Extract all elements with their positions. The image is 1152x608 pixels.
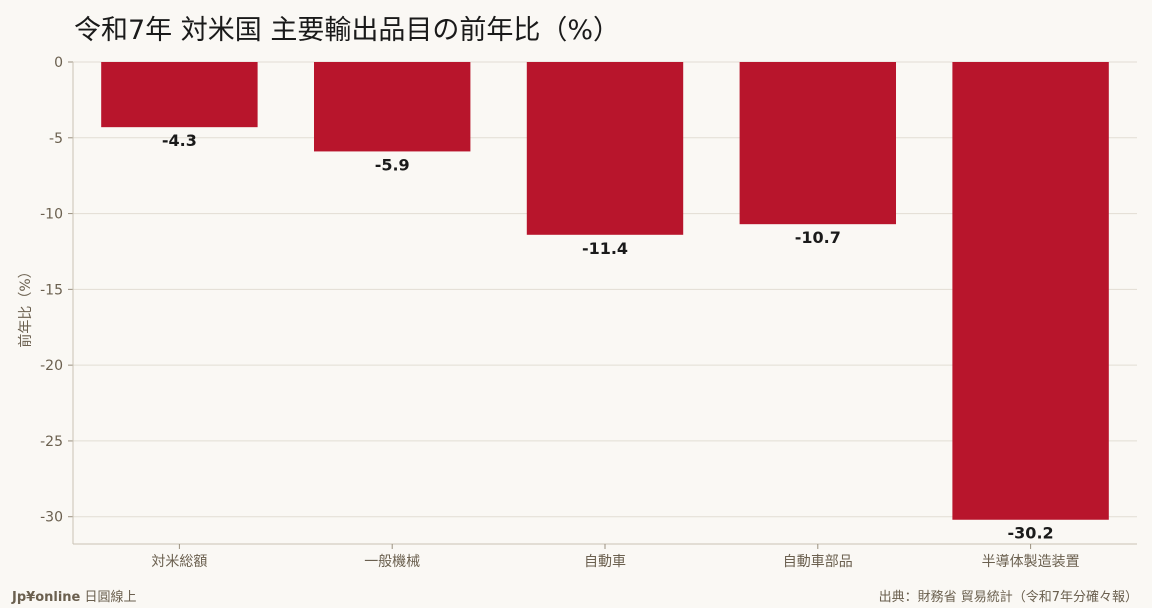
chart-title: 令和7年 対米国 主要輸出品目の前年比（%） [74, 15, 620, 46]
data-labels: -4.3 -5.9 -11.4 -10.7 -30.2 [162, 131, 1054, 543]
x-tick-label: 半導体製造装置 [982, 554, 1080, 570]
bar [101, 62, 258, 128]
bar [526, 62, 684, 235]
axes: 0 -5 -10 -15 -20 -25 -30 対米総額 一般機械 自動車 自動車部品 半導体製造装… [40, 55, 1137, 570]
y-tick-label: -5 [49, 131, 63, 147]
bar [739, 62, 897, 225]
footer-source: 出典：財務省 貿易統計（令和7年分確々報） [878, 590, 1138, 605]
x-tick-label: 自動車 [584, 553, 626, 570]
x-tick-label: 自動車部品 [783, 553, 853, 570]
footer-brand: Jp¥online 日圓線上 [12, 586, 137, 605]
y-tick-label: -10 [40, 207, 63, 223]
y-tick-label: -20 [40, 358, 63, 374]
brand-subtitle: 日圓線上 [84, 590, 137, 605]
bar [313, 62, 471, 152]
y-tick-label: -15 [40, 282, 63, 298]
data-label: -11.4 [582, 239, 628, 258]
data-label: -30.2 [1008, 524, 1054, 543]
data-label: -5.9 [375, 155, 410, 174]
y-tick-label: -30 [40, 510, 63, 526]
data-label: -4.3 [162, 131, 197, 150]
brand-logo: Jp¥online [12, 590, 81, 605]
data-label: -10.7 [795, 228, 841, 247]
x-tick-label: 対米総額 [151, 554, 207, 570]
bars [101, 62, 1109, 520]
y-tick-label: -25 [40, 434, 63, 450]
y-tick-label: 0 [54, 55, 63, 71]
x-tick-label: 一般機械 [364, 554, 420, 570]
bar [952, 62, 1109, 520]
